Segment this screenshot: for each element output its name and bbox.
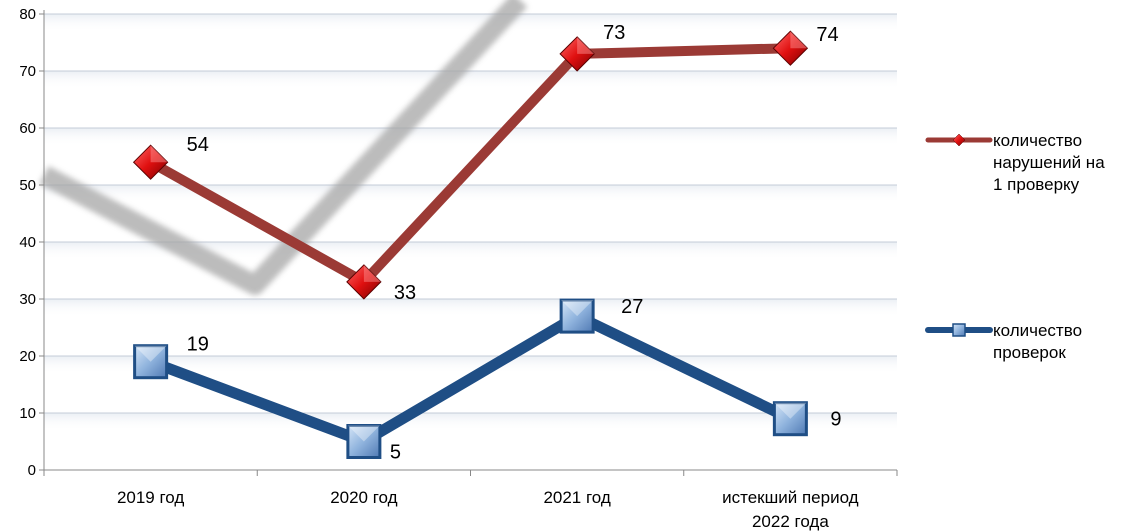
- data-label: 27: [621, 296, 643, 318]
- data-labels: 54 33 73 74 19 5 27 9: [187, 22, 842, 464]
- square-marker-highlight: [561, 300, 594, 317]
- legend-diamond-marker: [952, 133, 966, 147]
- data-label: 33: [394, 282, 416, 304]
- y-tick-label: 60: [19, 120, 36, 137]
- diamond-marker: [772, 30, 809, 66]
- x-tick-label: 2022 года: [752, 512, 829, 531]
- x-tick-label: 2019 год: [117, 488, 184, 507]
- legend-label: нарушений на: [993, 153, 1105, 172]
- gridline-glow: [44, 128, 897, 146]
- square-marker: [346, 424, 382, 459]
- x-tick-label: истекший период: [722, 488, 859, 507]
- legend-label: количество: [993, 131, 1082, 150]
- square-marker: [133, 344, 169, 380]
- gridline-glow: [44, 413, 897, 431]
- y-tick-label: 0: [28, 462, 36, 479]
- gridline-glow: [44, 185, 897, 203]
- legend-item: количество проверок: [925, 321, 1082, 362]
- y-tick-label: 30: [19, 291, 36, 308]
- legend-label: 1 проверку: [993, 175, 1080, 194]
- square-marker-highlight: [134, 345, 167, 362]
- y-tick-label: 10: [19, 405, 36, 422]
- y-tick-label: 50: [19, 177, 36, 194]
- legend-square-marker: [952, 323, 966, 337]
- y-tick-label: 80: [19, 6, 36, 23]
- axes: 0 10 20 30 40 50 60 70 80 2019 год 2020 год 2021 го…: [19, 6, 898, 531]
- legend-item: количество нарушений на 1 проверку: [925, 131, 1105, 194]
- legend-label: количество: [993, 321, 1082, 340]
- square-marker: [772, 401, 808, 437]
- diamond-marker-highlight: [363, 264, 381, 282]
- diamond-marker: [132, 144, 169, 180]
- data-label: 73: [603, 22, 625, 44]
- data-label: 19: [187, 334, 209, 356]
- gridline-glow: [44, 14, 897, 32]
- legend-label: проверок: [993, 343, 1066, 362]
- diamond-marker-highlight: [577, 36, 595, 54]
- diamond-marker: [559, 36, 595, 72]
- gridline-glow: [44, 299, 897, 317]
- series-line: [145, 310, 796, 447]
- diamond-marker-highlight: [790, 31, 808, 49]
- diamond-marker-highlight: [150, 145, 168, 163]
- square-marker: [559, 298, 595, 334]
- background-watermark-stroke: [39, 0, 528, 295]
- gridline-glow: [44, 71, 897, 89]
- x-tick-label: 2020 год: [330, 488, 397, 507]
- series-line: [145, 43, 796, 287]
- x-tick-label: 2021 год: [543, 488, 610, 507]
- y-tick-label: 70: [19, 63, 36, 80]
- square-marker-highlight: [774, 402, 807, 419]
- data-label: 54: [187, 134, 209, 156]
- data-label: 74: [816, 24, 838, 46]
- data-label: 5: [390, 442, 401, 464]
- watermark-stroke: [39, 0, 528, 295]
- data-label: 9: [830, 409, 841, 431]
- series-layer: [132, 30, 809, 459]
- gridline-glow: [44, 242, 897, 260]
- square-marker-highlight: [347, 425, 380, 442]
- y-tick-label: 20: [19, 348, 36, 365]
- diamond-marker: [346, 264, 382, 300]
- y-tick-label: 40: [19, 234, 36, 251]
